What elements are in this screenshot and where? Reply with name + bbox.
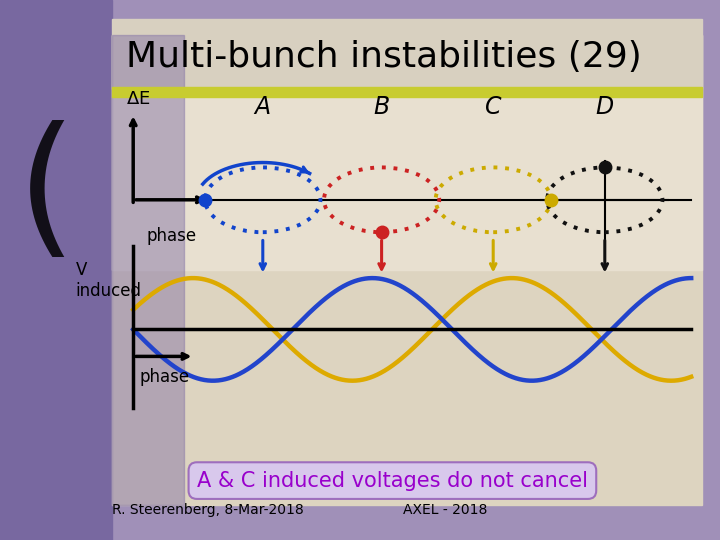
Text: R. Steerenberg, 8-Mar-2018: R. Steerenberg, 8-Mar-2018 (112, 503, 303, 517)
Text: AXEL - 2018: AXEL - 2018 (403, 503, 487, 517)
Text: B: B (374, 95, 390, 119)
Text: D: D (595, 95, 614, 119)
Text: phase: phase (146, 227, 197, 245)
Bar (0, 0, 112, 540)
Text: A & C induced voltages do not cancel: A & C induced voltages do not cancel (197, 470, 588, 491)
Bar (112, 35, 184, 505)
Text: (: ( (17, 120, 76, 269)
Text: V
induced: V induced (76, 261, 142, 300)
Text: Multi-bunch instabilities (29): Multi-bunch instabilities (29) (126, 40, 642, 73)
Bar (112, 35, 702, 270)
Text: A: A (255, 95, 271, 119)
Text: C: C (485, 95, 501, 119)
Bar (112, 35, 702, 505)
Bar (112, 87, 702, 97)
Text: $\Delta$E: $\Delta$E (126, 90, 150, 108)
Text: phase: phase (139, 368, 189, 386)
Bar (112, 19, 702, 89)
